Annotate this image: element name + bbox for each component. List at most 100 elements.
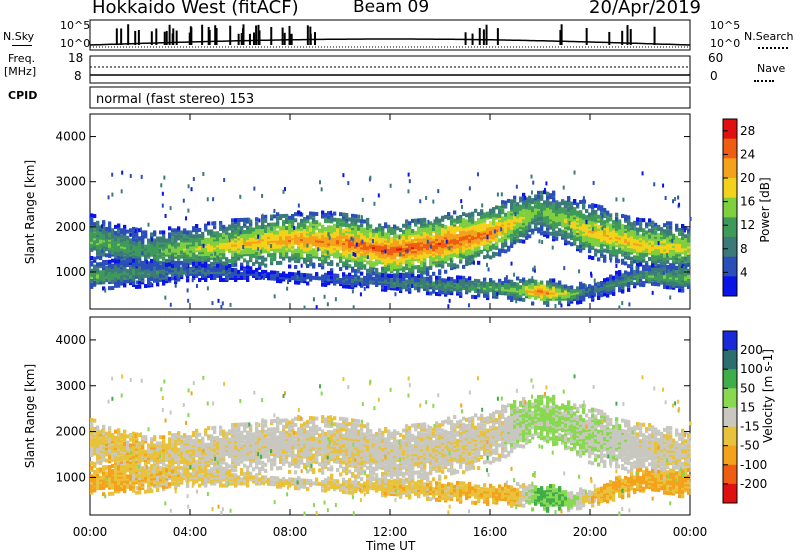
range-cell: [591, 241, 595, 246]
range-cell: [255, 235, 259, 240]
range-cell: [231, 252, 235, 257]
scatter-cell: [411, 283, 414, 288]
range-cell: [171, 246, 175, 251]
range-cell: [378, 239, 382, 244]
range-cell: [153, 250, 157, 255]
range-cell: [672, 249, 676, 254]
range-cell: [504, 287, 508, 292]
range-cell: [321, 236, 325, 241]
range-cell: [627, 264, 631, 269]
range-cell: [564, 284, 568, 289]
range-cell: [438, 255, 442, 260]
range-cell: [393, 280, 397, 285]
range-cell: [429, 221, 433, 226]
range-cell: [483, 244, 487, 249]
range-cell: [552, 196, 556, 201]
range-cell: [342, 214, 346, 219]
scatter-cell: [121, 170, 124, 175]
range-cell: [117, 261, 121, 266]
range-cell: [435, 232, 439, 237]
range-cell: [687, 238, 691, 243]
range-cell: [453, 251, 457, 256]
range-cell: [540, 190, 544, 195]
range-cell: [345, 223, 349, 228]
range-cell: [639, 252, 643, 257]
range-cell: [306, 225, 310, 230]
range-cell: [588, 232, 592, 237]
range-cell: [447, 232, 451, 237]
range-cell: [90, 247, 94, 252]
range-cell: [171, 272, 175, 277]
range-cell: [267, 253, 271, 258]
range-cell: [654, 226, 658, 231]
range-cell: [357, 245, 361, 250]
range-cell: [435, 222, 439, 227]
range-cell: [477, 236, 481, 241]
range-cell: [609, 217, 613, 222]
range-cell: [657, 249, 661, 254]
range-cell: [645, 252, 649, 257]
range-cell: [306, 217, 310, 222]
range-cell: [495, 221, 499, 226]
range-cell: [639, 278, 643, 283]
range-cell: [675, 239, 679, 244]
range-cell: [615, 239, 619, 244]
range-cell: [423, 282, 427, 287]
range-cell: [492, 237, 496, 242]
range-cell: [120, 281, 124, 286]
range-cell: [303, 275, 307, 280]
range-cell: [288, 215, 292, 220]
range-cell: [444, 292, 448, 297]
range-cell: [165, 262, 169, 267]
range-cell: [498, 232, 502, 237]
range-cell: [555, 224, 559, 229]
range-cell: [447, 248, 451, 253]
range-cell: [96, 249, 100, 254]
range-cell: [582, 199, 586, 204]
range-cell: [192, 258, 196, 263]
range-cell: [318, 228, 322, 233]
range-cell: [687, 262, 691, 267]
range-cell: [180, 271, 184, 276]
range-cell: [324, 255, 328, 260]
range-cell: [348, 264, 352, 269]
range-cell: [630, 232, 634, 237]
range-cell: [636, 239, 640, 244]
range-cell: [135, 233, 139, 238]
range-cell: [105, 228, 109, 233]
range-cell: [342, 280, 346, 285]
range-cell: [243, 238, 247, 243]
range-cell: [312, 264, 316, 269]
range-cell: [636, 243, 640, 248]
range-cell: [297, 222, 301, 227]
range-cell: [594, 228, 598, 233]
scatter-cell: [350, 220, 353, 225]
range-cell: [210, 245, 214, 250]
range-cell: [261, 223, 265, 228]
range-cell: [99, 225, 103, 230]
range-cell: [618, 219, 622, 224]
range-cell: [339, 212, 343, 217]
range-cell: [117, 281, 121, 286]
range-cell: [327, 227, 331, 232]
range-cell: [468, 212, 472, 217]
range-cell: [336, 220, 340, 225]
range-cell: [249, 219, 253, 224]
range-cell: [204, 273, 208, 278]
range-cell: [249, 227, 253, 232]
range-cell: [645, 267, 649, 272]
range-cell: [579, 218, 583, 223]
range-cell: [321, 265, 325, 270]
range-cell: [381, 238, 385, 243]
range-cell: [258, 237, 262, 242]
range-cell: [516, 224, 520, 229]
range-cell: [390, 239, 394, 244]
range-cell: [660, 241, 664, 246]
range-cell: [663, 253, 667, 258]
range-cell: [369, 228, 373, 233]
range-cell: [543, 218, 547, 223]
range-cell: [453, 244, 457, 249]
range-cell: [168, 226, 172, 231]
range-cell: [591, 221, 595, 226]
range-cell: [351, 242, 355, 247]
